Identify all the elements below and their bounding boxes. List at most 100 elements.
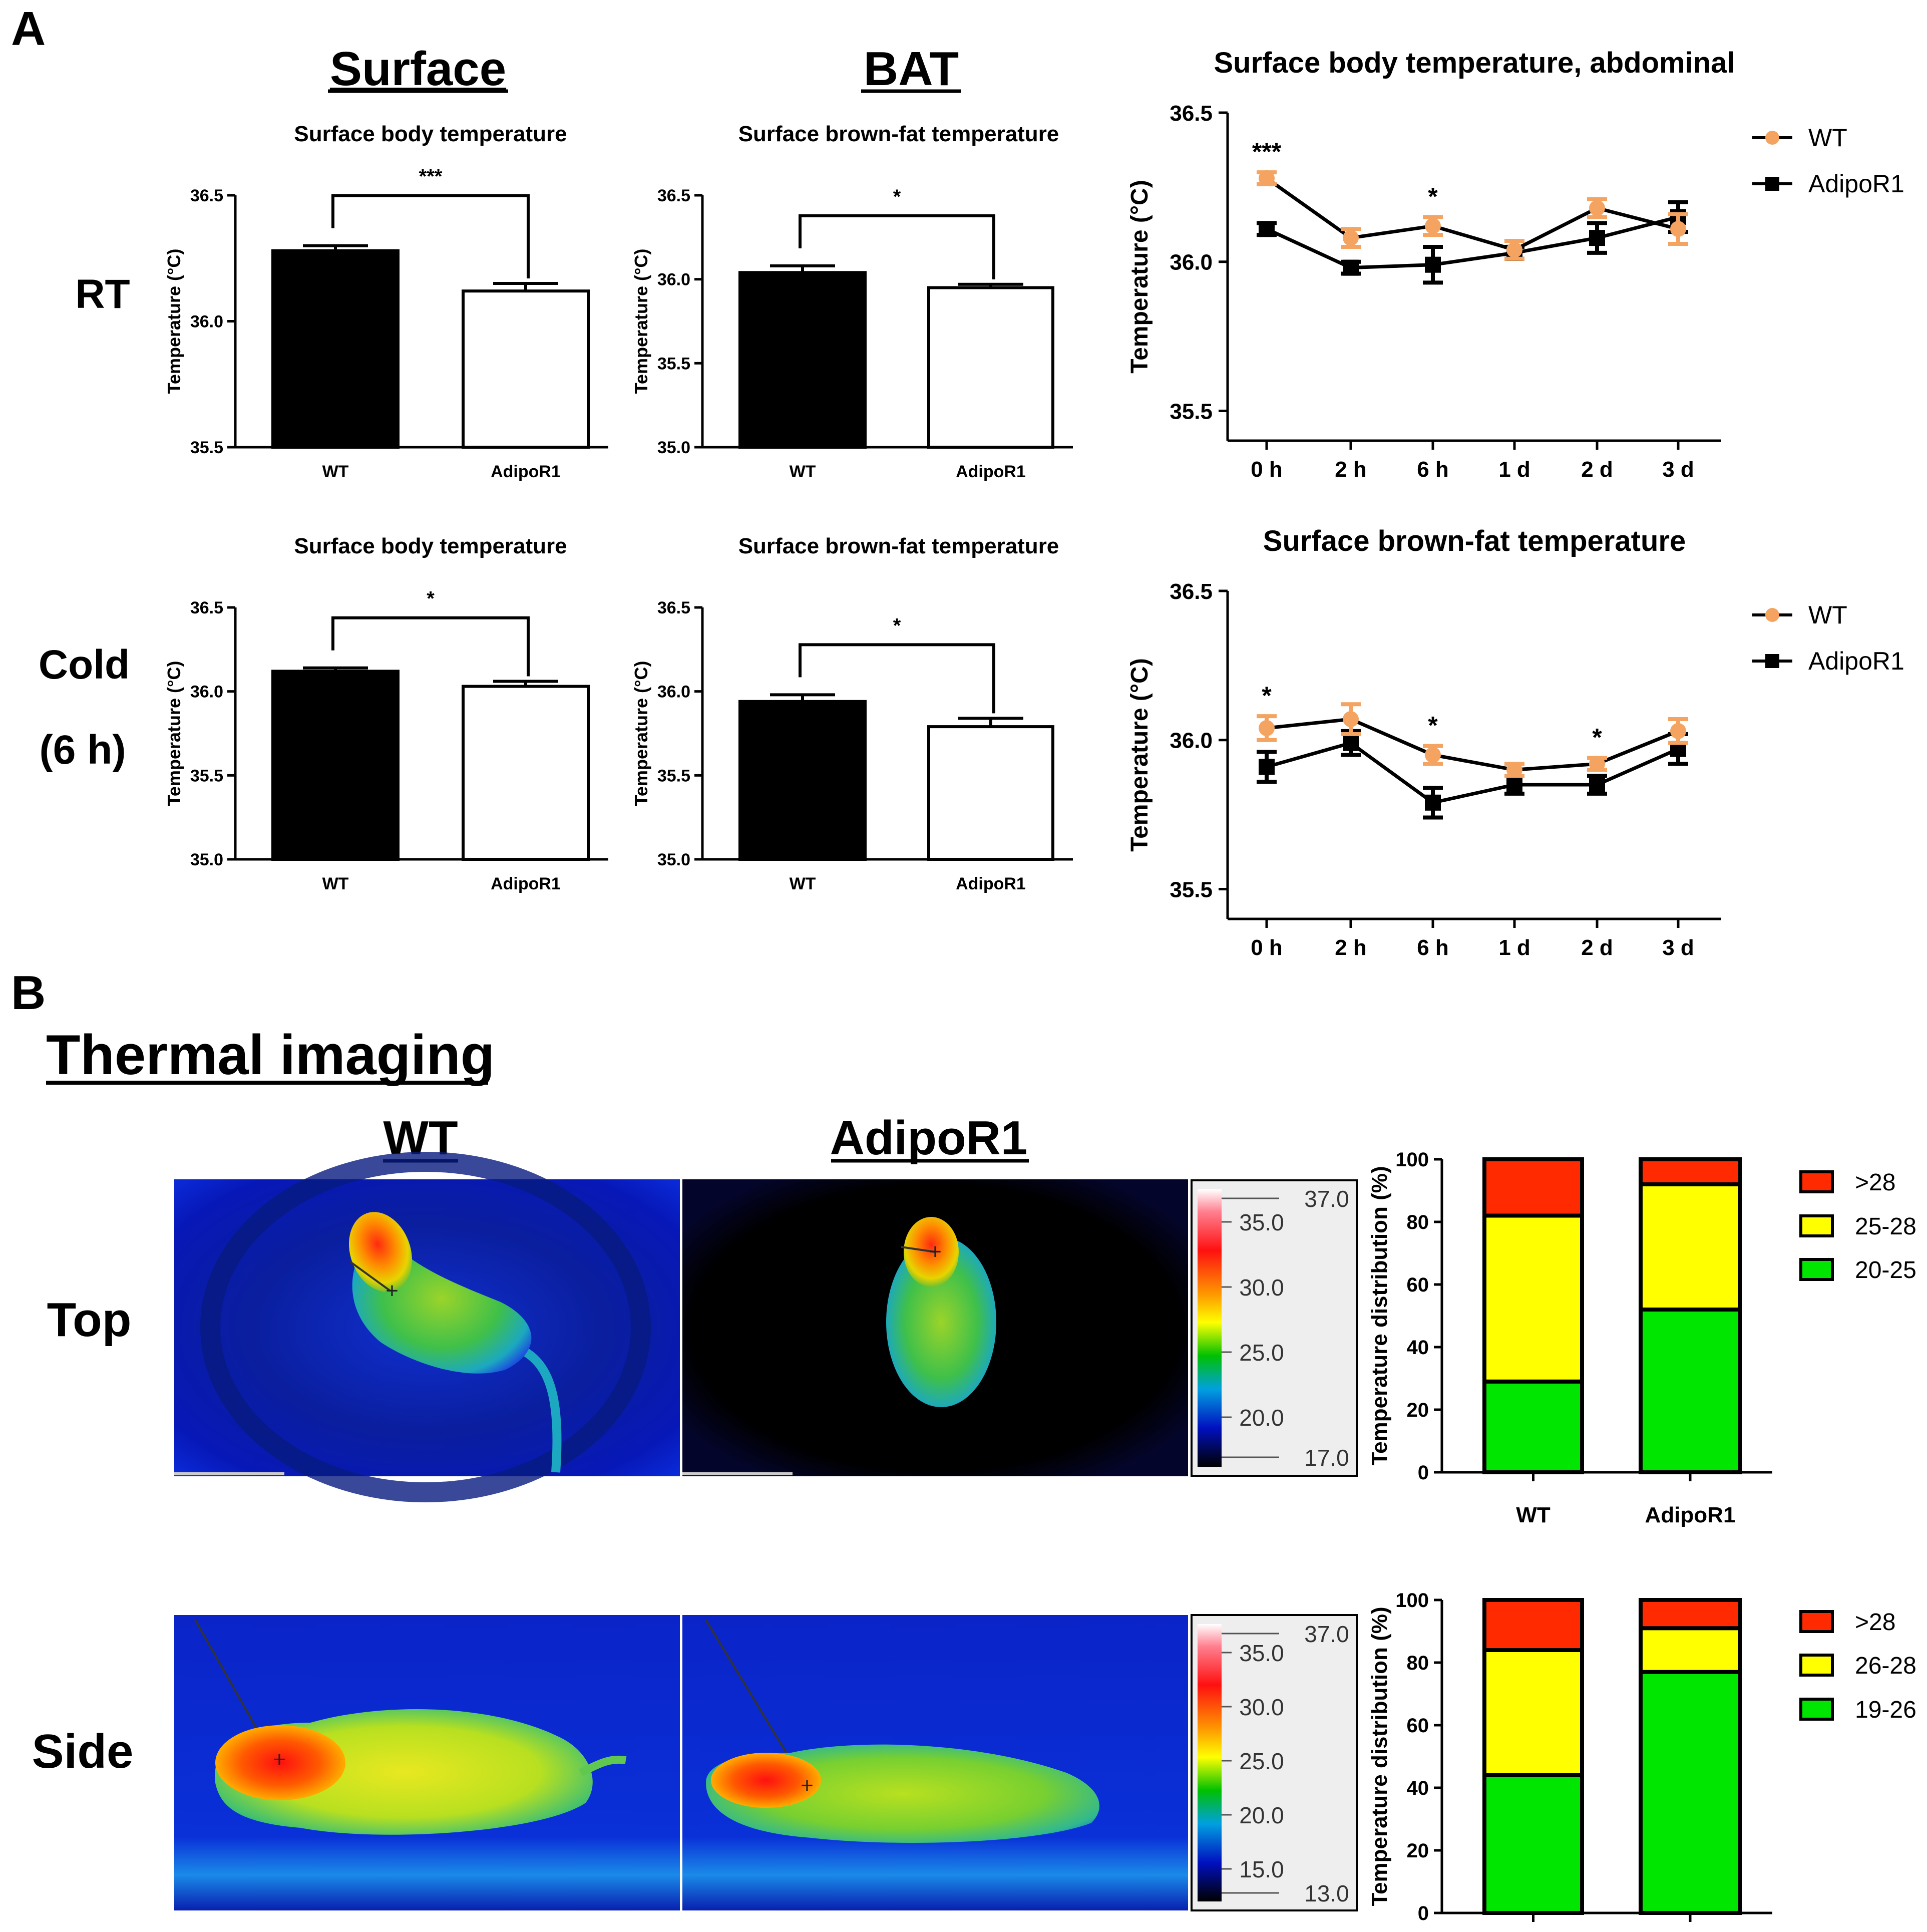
x-tick-label: 6 h [1417,457,1449,482]
data-point-wt [1589,200,1605,216]
bar-adipor1 [462,289,590,449]
y-tick-label: 35.5 [657,766,690,785]
data-point-wt [1670,221,1686,237]
y-tick-label: 35.5 [190,438,223,457]
scale-label: 37.0 [1304,1186,1349,1212]
scale-label: 30.0 [1239,1274,1284,1301]
legend-label: AdipoR1 [1808,647,1904,675]
data-point-adipor1 [1506,777,1522,793]
data-point-wt [1506,762,1522,778]
chart-title: Surface body temperature [294,122,567,146]
y-tick-label: 40 [1407,1777,1429,1799]
legend-label: 25-28 [1855,1213,1916,1240]
significance-bracket [799,214,995,279]
x-tick-label: WT [790,462,816,481]
significance-bracket [799,643,995,714]
chart-cold-surface-brown-fat-temperature: Surface brown-fat temperature 35.0 35.5 36.… [631,534,1073,893]
data-point-wt [1670,723,1686,739]
data-point-wt [1259,170,1275,186]
y-tick-label: 0 [1418,1462,1429,1484]
legend-label: WT [1808,601,1847,629]
y-tick-label: 35.5 [190,766,223,785]
x-tick-label: WT [322,462,349,481]
legend-swatch [1799,1214,1834,1237]
chart-cold-surface-body-temperature: Surface body temperature 35.0 35.5 36.0 36.5… [164,534,608,893]
y-axis-label: Temperature (°C) [164,249,184,394]
bar-adipor1 [462,685,590,861]
chart-title: Surface brown-fat temperature [1263,525,1686,557]
bar-wt [738,700,867,861]
scale-label: 25.0 [1239,1340,1284,1366]
significance-marker: * [1592,723,1602,751]
series-line-wt [1265,177,1679,252]
x-tick-label: AdipoR1 [491,462,561,481]
legend-marker-adipor1 [1765,177,1779,191]
chart-abdominal-time-course: Surface body temperature, abdominal 35.5 3… [1126,47,1904,482]
row-label-top: Top [47,1293,132,1347]
legend-marker-wt [1765,131,1779,145]
crosshair-icon: + [273,1747,286,1772]
data-point-wt [1343,711,1359,728]
scale-label: 20.0 [1239,1405,1284,1431]
y-tick-label: 35.0 [190,850,223,869]
y-axis-label: Temperature distribution (%) [1367,1606,1392,1906]
chart-title: Surface body temperature [294,534,567,558]
data-point-adipor1 [1259,759,1275,775]
significance-marker: * [1428,712,1438,740]
y-axis-label: Temperature (°C) [631,661,651,806]
crosshair-icon: + [929,1239,942,1264]
scale-gradient [1198,1624,1222,1901]
x-tick-label: 1 d [1498,457,1530,482]
y-tick-label: 36.5 [657,598,690,617]
x-tick-label: 3 d [1662,935,1694,960]
y-tick-label: 100 [1395,1149,1429,1171]
x-tick-label: 0 h [1251,457,1283,482]
y-tick-label: 36.5 [657,186,690,205]
stack-segment-high [1482,1157,1584,1218]
column-title-surface: Surface [330,42,506,96]
data-point-wt [1506,241,1522,258]
scale-label: 15.0 [1239,1856,1284,1882]
chart-rt-surface-brown-fat-temperature: Surface brown-fat temperature 35.0 35.5 36.… [631,122,1073,481]
y-tick-label: 36.0 [190,683,223,702]
y-tick-label: 60 [1407,1274,1429,1296]
data-point-adipor1 [1589,777,1605,793]
thermal-image-top-wt: + [174,1152,680,1502]
stack-segment-high [1639,1157,1742,1186]
temperature-scale-top: 37.0 35.0 30.0 25.0 20.0 17.0 [1191,1179,1358,1477]
y-tick-label: 36.0 [1170,729,1213,753]
x-tick-label: 2 d [1581,935,1613,960]
y-tick-label: 35.0 [657,850,690,869]
mouse-tail [579,1755,627,1777]
bar-wt [271,670,400,861]
significance-bracket [331,616,530,677]
significance-marker: *** [1252,138,1282,166]
thermal-image-side-adipor1: + [682,1615,1188,1910]
row-label-cold: Cold [39,642,130,688]
crosshair-icon: + [386,1278,399,1303]
stack-segment-low [1482,1773,1584,1915]
data-point-adipor1 [1425,256,1441,273]
y-tick-label: 35.5 [1170,399,1213,424]
y-tick-label: 80 [1407,1211,1429,1233]
y-tick-label: 36.0 [190,312,223,332]
scale-label: 20.0 [1239,1802,1284,1828]
x-tick-label: 3 d [1662,457,1694,482]
y-tick-label: 36.0 [657,270,690,289]
chart-rt-surface-body-temperature: Surface body temperature 35.5 36.0 36.5 Temp… [164,122,608,481]
thermal-image-top-adipor1: + [682,1179,1188,1476]
mouse-tail [523,1348,562,1473]
crosshair-icon: + [801,1773,814,1798]
chart-title: Surface body temperature, abdominal [1214,47,1735,79]
y-tick-label: 36.5 [1170,101,1213,126]
legend-marker-wt [1765,608,1779,622]
stack-segment-low [1482,1379,1584,1474]
scale-label: 25.0 [1239,1748,1284,1774]
significance-marker: * [1262,682,1272,710]
y-tick-label: 20 [1407,1399,1429,1421]
legend-marker-adipor1 [1765,654,1779,668]
scale-label: 35.0 [1239,1640,1284,1666]
x-tick-label: WT [322,874,349,893]
